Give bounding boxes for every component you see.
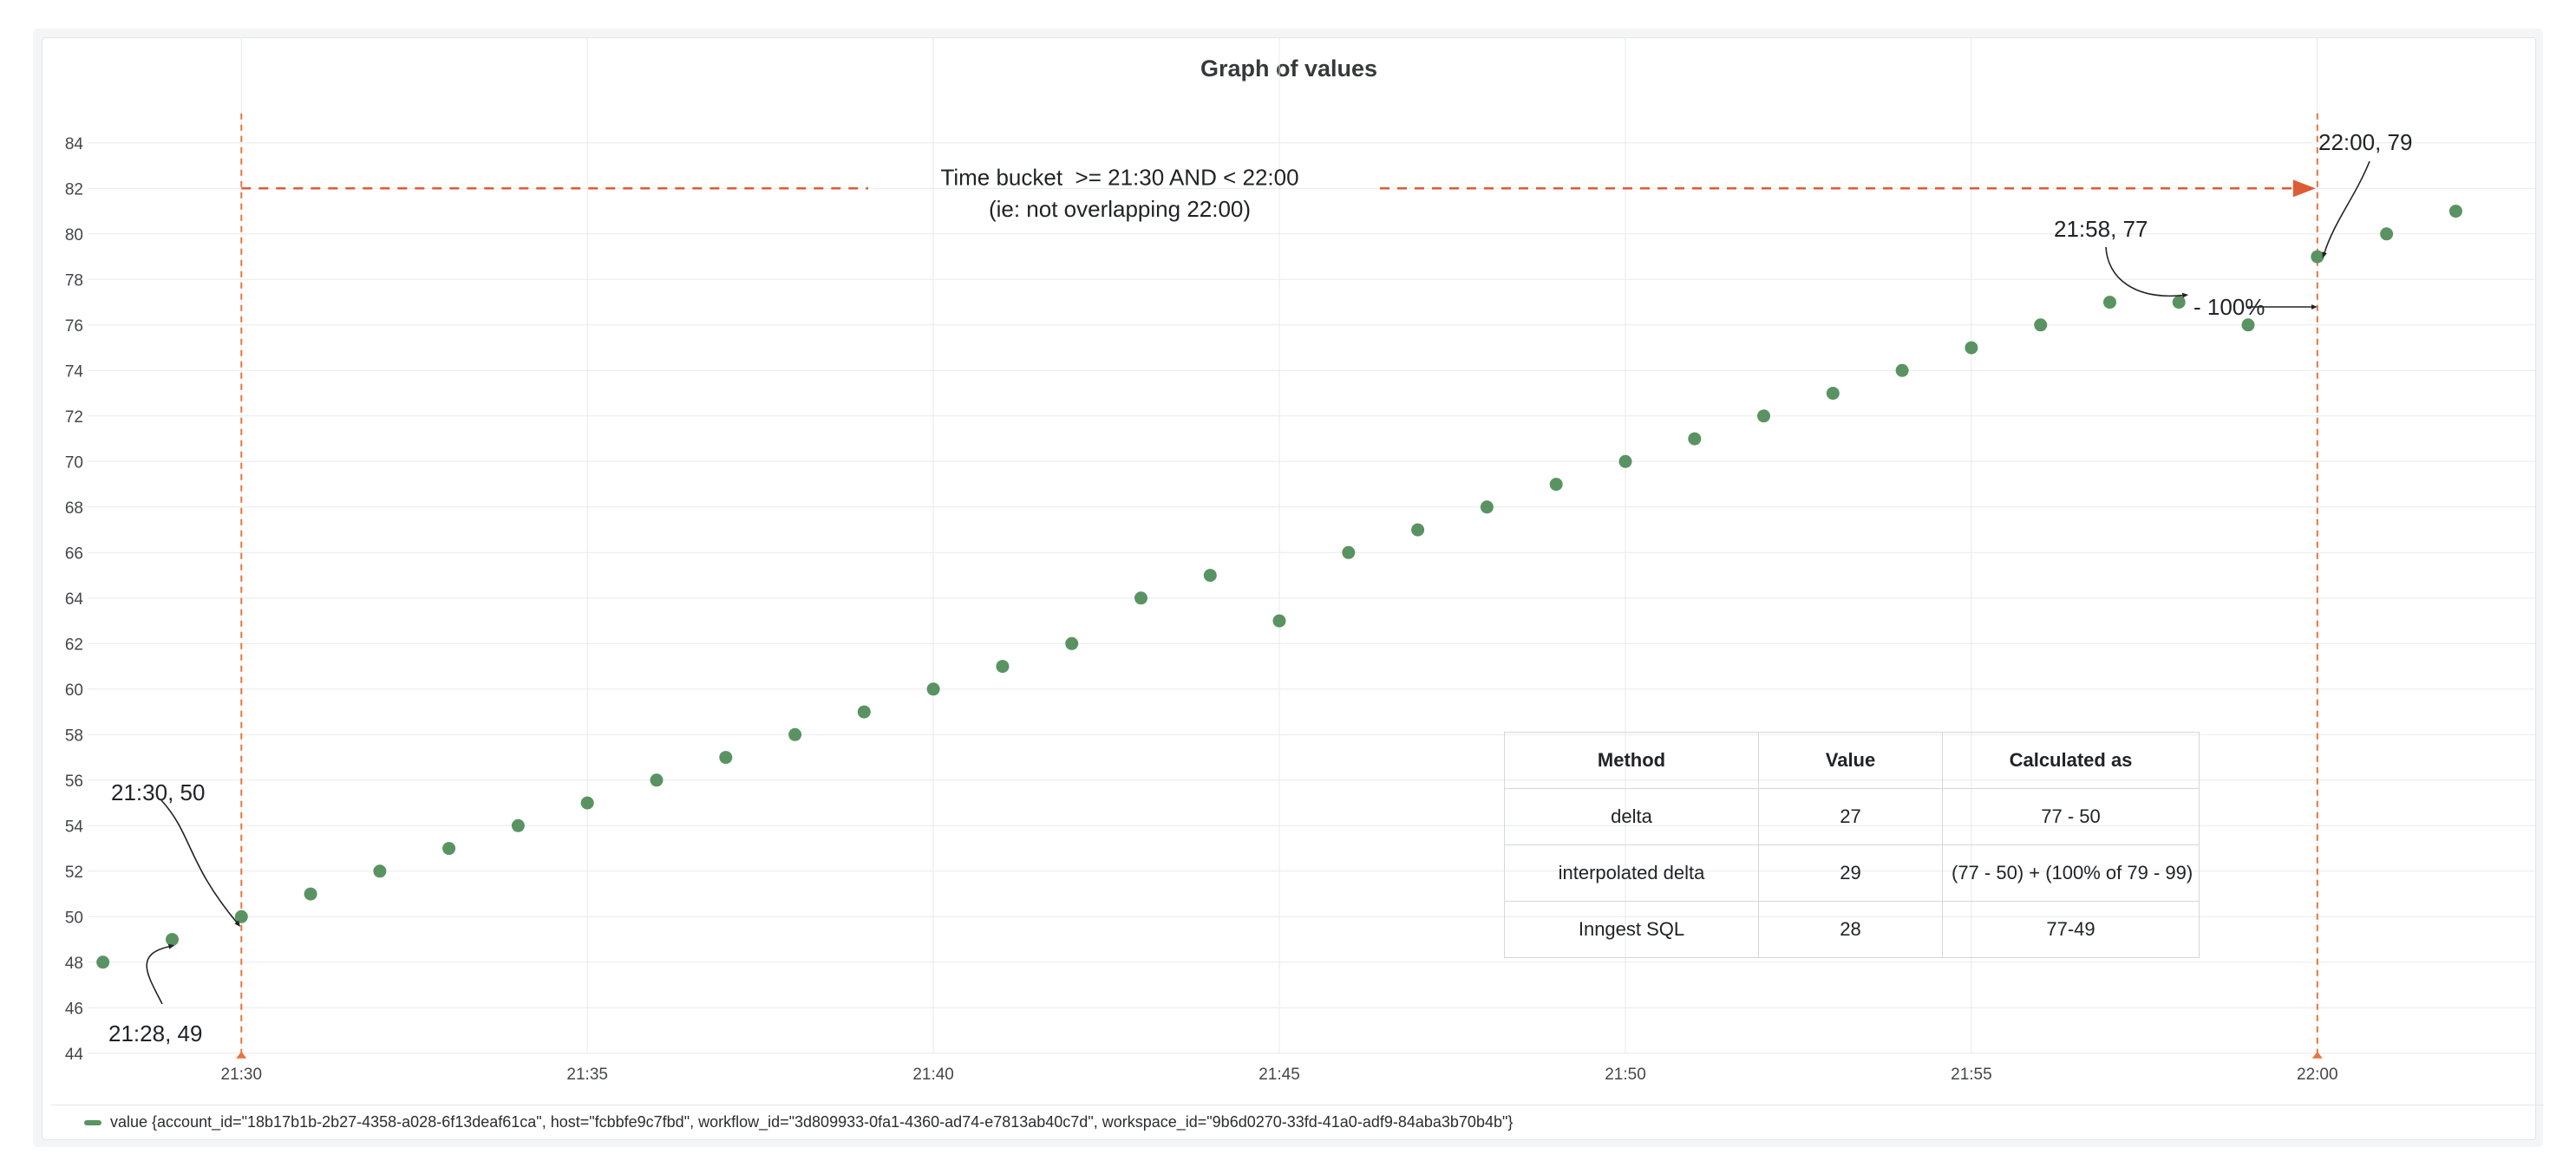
svg-text:58: 58 <box>65 727 83 745</box>
svg-text:76: 76 <box>65 317 83 336</box>
svg-text:22:00: 22:00 <box>2297 1066 2338 1084</box>
svg-text:21:50: 21:50 <box>1605 1066 1646 1084</box>
svg-text:78: 78 <box>65 271 83 290</box>
svg-text:84: 84 <box>65 135 84 153</box>
svg-text:66: 66 <box>65 544 83 563</box>
svg-text:54: 54 <box>65 818 84 836</box>
svg-text:82: 82 <box>65 180 83 199</box>
svg-text:21:58, 77: 21:58, 77 <box>2054 216 2148 242</box>
svg-text:56: 56 <box>65 773 83 791</box>
svg-text:46: 46 <box>65 1000 83 1018</box>
svg-text:70: 70 <box>65 453 83 472</box>
svg-text:80: 80 <box>65 226 83 244</box>
svg-text:21:45: 21:45 <box>1259 1066 1300 1084</box>
svg-text:60: 60 <box>65 681 83 700</box>
svg-text:52: 52 <box>65 864 83 882</box>
svg-text:(ie: not overlapping 22:00): (ie: not overlapping 22:00) <box>989 196 1251 222</box>
svg-text:21:40: 21:40 <box>912 1066 954 1084</box>
svg-text:21:35: 21:35 <box>566 1066 608 1084</box>
svg-text:21:55: 21:55 <box>1951 1066 1992 1084</box>
svg-text:74: 74 <box>65 362 84 381</box>
svg-text:Time bucket >= 21:30 AND < 22: Time bucket >= 21:30 AND < 22:00 <box>940 165 1298 191</box>
svg-text:44: 44 <box>65 1046 84 1064</box>
svg-text:22:00, 79: 22:00, 79 <box>2318 129 2412 155</box>
svg-text:62: 62 <box>65 636 83 654</box>
svg-text:72: 72 <box>65 408 83 427</box>
svg-text:21:30: 21:30 <box>221 1066 263 1084</box>
svg-text:64: 64 <box>65 590 84 609</box>
svg-text:50: 50 <box>65 909 83 927</box>
svg-text:68: 68 <box>65 499 83 518</box>
svg-text:21:30, 50: 21:30, 50 <box>111 779 205 805</box>
svg-text:48: 48 <box>65 955 83 973</box>
svg-text:21:28, 49: 21:28, 49 <box>108 1020 202 1046</box>
